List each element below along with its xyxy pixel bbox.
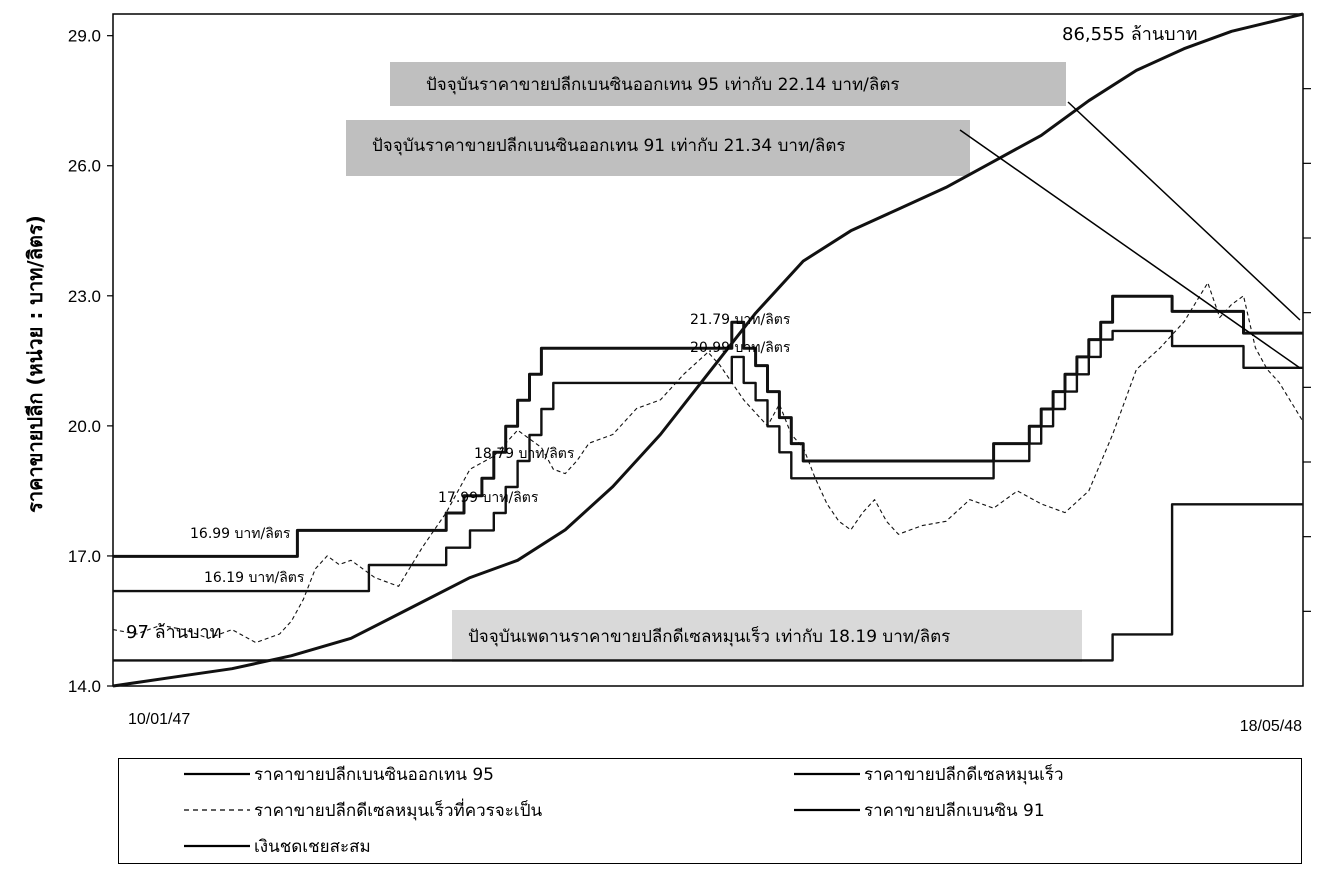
annotation-compensation-start: 97 ล้านบาท: [126, 622, 221, 643]
callout-bg-b91: [346, 120, 970, 176]
label-17-99: 17.99 บาท/ลิตร: [438, 490, 539, 506]
y-tick-label: 14.0: [68, 677, 101, 696]
y-tick-label: 23.0: [68, 287, 101, 306]
label-20-99: 20.99 บาท/ลิตร: [690, 340, 791, 356]
callout-bg-diesel: [452, 610, 1082, 662]
y-ticks: 14.0 17.0 20.0 23.0 26.0 29.0: [68, 27, 113, 696]
annotation-diesel-current: ปัจจุบันเพดานราคาขายปลีกดีเซลหมุนเร็ว เท…: [468, 625, 950, 647]
legend-label: ราคาขายปลีกดีเซลหมุนเร็วที่ควรจะเป็น: [254, 798, 542, 821]
series-line-0: [113, 294, 1303, 558]
annotation-b91-current: ปัจจุบันราคาขายปลีกเบนซินออกเทน 91 เท่าก…: [372, 136, 846, 156]
plot-frame: [112, 13, 1304, 687]
callout-bg-b95: [390, 62, 1066, 106]
legend: ราคาขายปลีกเบนซินออกเทน 95 ราคาขายปลีกดีเ…: [184, 763, 1064, 857]
legend-label: เงินชดเชยสะสม: [254, 837, 371, 857]
label-21-79: 21.79 บาท/ลิตร: [690, 312, 791, 328]
y-tick-label: 29.0: [68, 27, 101, 46]
y-tick-label: 20.0: [68, 417, 101, 436]
series-line-2: [113, 503, 1303, 662]
y-tick-label: 26.0: [68, 157, 101, 176]
x-start-label: 10/01/47: [128, 711, 190, 728]
y-tick-label: 17.0: [68, 547, 101, 566]
annotation-compensation-end: 86,555 ล้านบาท: [1062, 24, 1198, 45]
legend-label: ราคาขายปลีกดีเซลหมุนเร็ว: [864, 763, 1064, 785]
legend-box: [118, 758, 1302, 864]
series-layer: [112, 12, 1304, 688]
x-end-label: 18/05/48: [1240, 718, 1302, 735]
label-16-99: 16.99 บาท/ลิตร: [190, 526, 291, 542]
pointer-b91: [959, 129, 1301, 369]
label-16-19: 16.19 บาท/ลิตร: [204, 570, 305, 586]
series-line-4: [112, 12, 1304, 688]
annotation-b95-current: ปัจจุบันราคาขายปลีกเบนซินออกเทน 95 เท่าก…: [426, 75, 900, 95]
legend-label: ราคาขายปลีกเบนซิน 91: [864, 801, 1045, 821]
y-axis-label: ราคาขายปลีก (หน่วย : บาท/ลิตร): [23, 215, 47, 513]
pointer-b95: [1067, 101, 1301, 321]
label-18-79: 18.79 บาท/ลิตร: [474, 446, 575, 462]
right-axis-ticks: [1303, 88, 1311, 612]
series-line-1: [113, 329, 1303, 593]
series-line-3: [112, 282, 1304, 644]
legend-label: ราคาขายปลีกเบนซินออกเทน 95: [254, 765, 494, 785]
